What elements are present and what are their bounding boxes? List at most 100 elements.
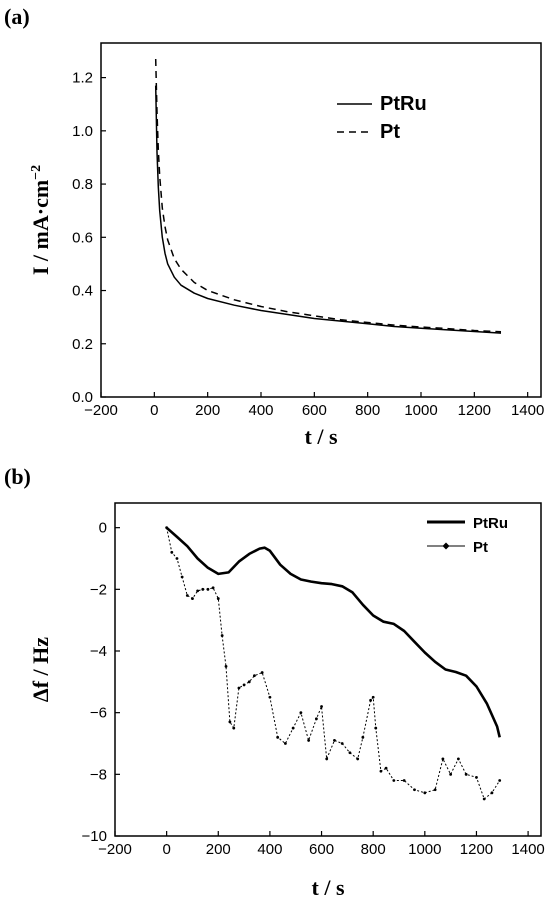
b-series-pt-point xyxy=(268,695,272,699)
a-x-tick-label: 1000 xyxy=(404,402,437,419)
b-series-pt-point xyxy=(320,705,323,708)
b-series-pt-point xyxy=(307,739,311,742)
b-series-pt-point xyxy=(464,772,468,776)
b-series-pt-point xyxy=(253,674,256,678)
a-legend-label-ptru: PtRu xyxy=(380,93,427,115)
panel-a-y-axis-title-sup: −2 xyxy=(29,165,44,180)
b-series-pt-point xyxy=(260,671,264,674)
panel-a-series xyxy=(154,58,502,334)
b-series-pt-point xyxy=(369,698,372,702)
b-series-pt-point xyxy=(206,587,210,591)
b-series-pt xyxy=(166,527,501,800)
panel-b-series xyxy=(165,526,502,801)
b-series-pt-point xyxy=(185,594,189,597)
panel-a-x-axis-title: t / s xyxy=(305,424,338,449)
a-y-tick-label: 1.0 xyxy=(72,123,93,140)
b-x-tick-label: 600 xyxy=(309,841,334,858)
b-y-tick-label: −8 xyxy=(90,766,107,783)
a-legend-label-pt: Pt xyxy=(380,121,400,143)
b-series-pt-point xyxy=(232,726,236,730)
panel-a-y-axis-title-main: I / mA·cm xyxy=(28,180,53,275)
b-x-tick-label: −200 xyxy=(98,841,132,858)
b-series-pt-point xyxy=(441,757,445,761)
b-series-pt-point xyxy=(361,735,365,739)
b-series-pt-point xyxy=(356,757,360,761)
panel-a-legend: PtRu Pt xyxy=(337,93,427,143)
b-series-pt-point xyxy=(220,634,224,637)
panel-b-y-axis-title: Δf / Hz xyxy=(28,637,53,702)
b-series-pt-point xyxy=(228,720,232,724)
b-series-pt-point xyxy=(170,550,174,554)
panel-a-ticks: −200 0 200 400 600 800 1000 1200 1400 0.0 0.2 0.4 0.… xyxy=(72,70,544,419)
b-series-pt-point xyxy=(216,597,220,600)
b-legend-label-ptru: PtRu xyxy=(473,515,508,532)
b-y-tick-label: −10 xyxy=(82,828,107,845)
b-x-tick-label: 0 xyxy=(162,841,170,858)
a-x-tick-label: 1400 xyxy=(511,402,544,419)
a-y-tick-label: 0.8 xyxy=(72,176,93,193)
b-legend-marker-pt xyxy=(442,542,450,550)
a-x-tick-label: 200 xyxy=(195,402,220,419)
b-series-pt-point xyxy=(284,742,287,745)
a-x-tick-label: 800 xyxy=(355,402,380,419)
b-series-pt-point xyxy=(314,717,318,721)
b-legend-label-pt: Pt xyxy=(473,539,488,556)
a-y-tick-label: 0.6 xyxy=(72,229,93,246)
a-x-tick-label: 600 xyxy=(302,402,327,419)
b-series-pt-point xyxy=(291,726,295,730)
b-series-pt-point xyxy=(449,772,453,776)
b-series-pt-point xyxy=(165,526,169,530)
a-series-ptru xyxy=(154,85,502,334)
a-y-tick-label: 0.4 xyxy=(72,283,93,300)
b-series-pt-point xyxy=(340,742,344,745)
b-x-tick-label: 400 xyxy=(257,841,282,858)
b-series-pt-point xyxy=(180,575,184,579)
b-series-pt-point xyxy=(237,686,241,690)
b-series-pt-point xyxy=(224,665,228,668)
b-series-pt-point xyxy=(196,589,200,593)
b-series-pt-point xyxy=(191,597,194,600)
b-series-pt-point xyxy=(242,683,246,687)
panel-a-y-axis-title: I / mA·cm−2 xyxy=(28,165,53,275)
b-series-pt-point xyxy=(475,776,478,779)
b-x-tick-label: 800 xyxy=(361,841,386,858)
b-series-pt-point xyxy=(423,791,427,795)
b-series-pt-point xyxy=(333,739,336,742)
b-series-pt-point xyxy=(413,788,416,792)
a-y-tick-label: 0.2 xyxy=(72,336,93,353)
b-series-pt-point xyxy=(384,766,388,770)
a-x-tick-label: 0 xyxy=(150,402,158,419)
panel-a-label: (a) xyxy=(4,4,30,29)
panel-b-ticks: −200 0 200 400 600 800 1000 1200 1400 −10 −8 −6 −4 −2… xyxy=(82,520,545,858)
b-series-pt-point xyxy=(201,587,205,591)
panel-a-plot-frame xyxy=(100,42,542,398)
b-x-tick-label: 1400 xyxy=(511,841,544,858)
a-x-tick-label: 1200 xyxy=(458,402,491,419)
b-series-pt-point xyxy=(498,779,502,782)
b-series-pt-point xyxy=(379,769,383,773)
panel-b-plot-frame xyxy=(114,502,542,837)
a-series-pt xyxy=(154,58,502,333)
panel-b-x-axis-title: t / s xyxy=(312,875,345,900)
b-y-tick-label: −4 xyxy=(90,643,107,660)
b-series-pt-point xyxy=(299,711,303,715)
panel-b-legend: PtRu Pt xyxy=(427,515,508,556)
a-y-tick-label: 1.2 xyxy=(72,70,93,87)
b-x-tick-label: 1000 xyxy=(408,841,441,858)
b-x-tick-label: 1200 xyxy=(460,841,493,858)
b-series-pt-point xyxy=(402,779,406,782)
b-series-pt-point xyxy=(348,751,352,755)
b-series-pt-point xyxy=(371,695,375,699)
a-y-tick-label: 0.0 xyxy=(72,389,93,406)
b-series-pt-point xyxy=(276,735,280,739)
panel-a: (a) −200 0 200 400 600 800 1000 1200 1400 0.0 0.2 0… xyxy=(4,4,544,449)
b-y-tick-label: −6 xyxy=(90,705,107,722)
b-series-pt-point xyxy=(433,788,437,792)
b-series-pt-point xyxy=(211,586,215,590)
b-series-pt-point xyxy=(374,726,378,730)
b-y-tick-label: −2 xyxy=(90,581,107,598)
b-series-ptru xyxy=(165,526,501,738)
b-series-pt-point xyxy=(175,557,179,560)
b-series-pt-point xyxy=(325,757,329,761)
